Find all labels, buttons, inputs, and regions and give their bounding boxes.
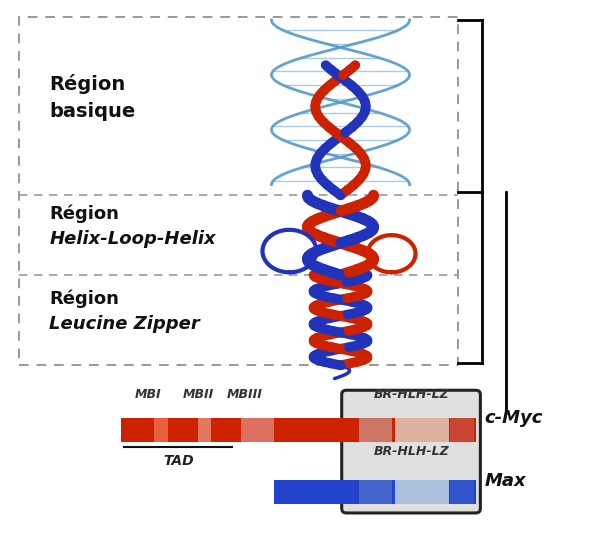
Text: Max: Max: [485, 472, 526, 490]
Text: Helix-Loop-Helix: Helix-Loop-Helix: [49, 230, 216, 248]
Text: BR-HLH-LZ: BR-HLH-LZ: [373, 445, 449, 458]
Bar: [154, 418, 168, 442]
Text: Région: Région: [49, 74, 125, 94]
Bar: [394, 418, 449, 442]
Bar: [241, 418, 274, 442]
Text: Leucine Zipper: Leucine Zipper: [49, 315, 200, 333]
Text: Région: Région: [49, 205, 119, 223]
FancyBboxPatch shape: [342, 390, 481, 513]
Text: c-Myc: c-Myc: [485, 410, 543, 427]
Text: BR-HLH-LZ: BR-HLH-LZ: [373, 388, 449, 401]
Text: basique: basique: [49, 102, 136, 121]
Bar: [121, 418, 476, 442]
Bar: [274, 480, 476, 504]
Bar: [450, 418, 475, 442]
FancyBboxPatch shape: [19, 17, 458, 365]
Bar: [198, 418, 212, 442]
Text: MBII: MBII: [183, 388, 214, 401]
Text: TAD: TAD: [163, 454, 194, 468]
Text: MBIII: MBIII: [227, 388, 262, 401]
Bar: [394, 480, 449, 504]
Text: Région: Région: [49, 289, 119, 308]
Bar: [359, 418, 391, 442]
Bar: [450, 480, 475, 504]
Bar: [359, 480, 391, 504]
Text: MBI: MBI: [135, 388, 162, 401]
